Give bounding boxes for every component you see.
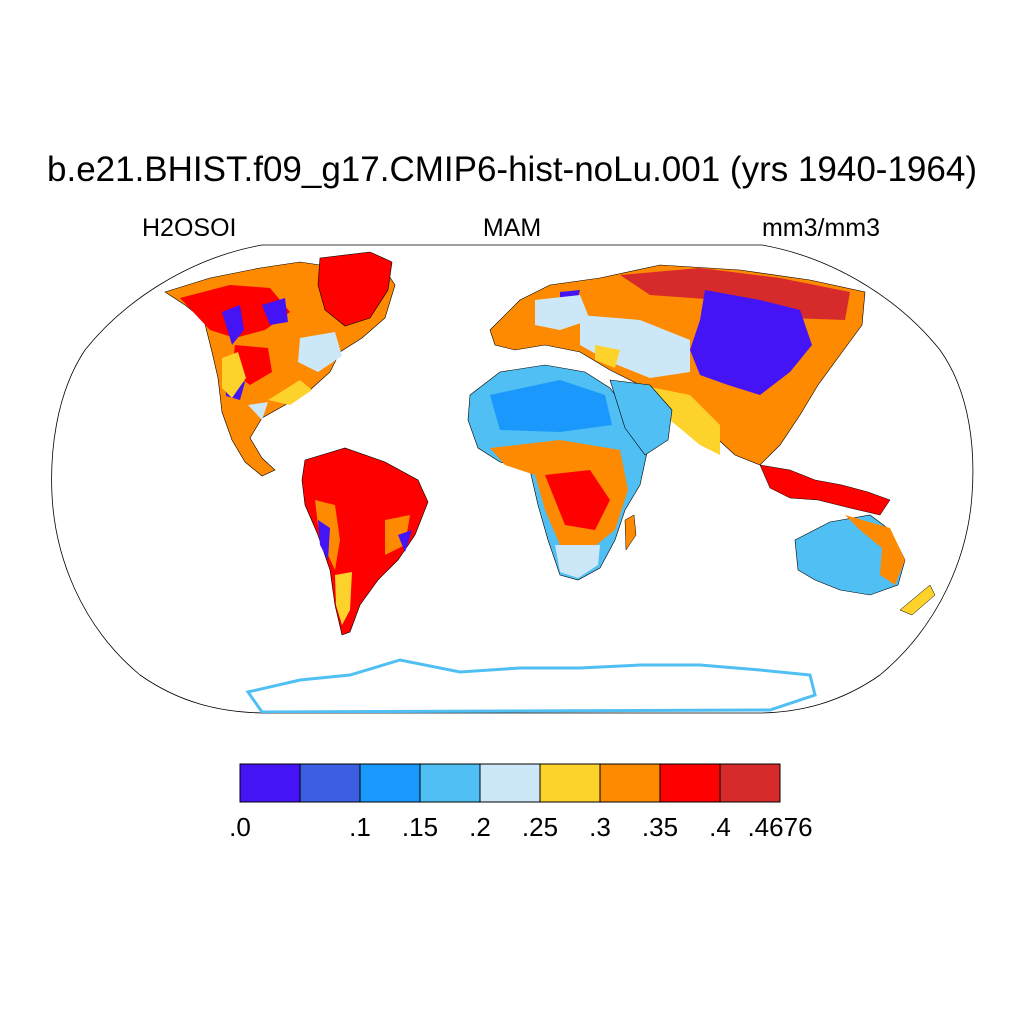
colorbar-swatch (719, 763, 781, 803)
colorbar-tick-label: .25 (521, 812, 559, 842)
colorbar-swatch (359, 763, 421, 803)
season-label: MAM (482, 214, 542, 242)
colorbar-tick-label: .35 (641, 812, 679, 842)
land-field (164, 251, 936, 713)
new-zealand (899, 584, 936, 616)
colorbar-swatch (659, 763, 721, 803)
central-asia-light (580, 315, 690, 378)
colorbar-tick-label: .4 (709, 812, 731, 842)
africa-south-light (555, 545, 600, 578)
antarctica (245, 658, 817, 713)
southeast-asia (759, 464, 891, 516)
colorbar-swatch (539, 763, 601, 803)
greenland (317, 251, 393, 327)
colorbar-tick-label: .15 (401, 812, 439, 842)
africa-red (545, 470, 610, 530)
colorbar-tick-label: .0 (229, 812, 251, 842)
australia-rim (845, 515, 905, 585)
south-america-orange (315, 500, 410, 570)
colorbar (239, 763, 781, 803)
south-america-purple (318, 520, 412, 560)
madagascar (624, 514, 637, 551)
variable-label: H2OSOI (142, 214, 237, 242)
colorbar-swatch (479, 763, 541, 803)
colorbar-tick-label: .1 (349, 812, 371, 842)
colorbar-swatch (599, 763, 661, 803)
middle-east (609, 379, 673, 456)
europe-light (535, 295, 590, 330)
sahara-blue (490, 380, 612, 432)
north-america-light (248, 332, 342, 420)
colorbar-swatch (299, 763, 361, 803)
south-america-yellow (335, 572, 352, 625)
asia-purple (560, 290, 812, 395)
north-america-purple (222, 298, 288, 400)
colorbar-tick-label: .4676 (747, 812, 813, 842)
siberia-red (620, 268, 850, 320)
south-america (301, 447, 429, 636)
north-america-yellow (222, 352, 312, 405)
colorbar-swatch (419, 763, 481, 803)
units-label: mm3/mm3 (761, 214, 880, 242)
colorbar-tick-label: .3 (589, 812, 611, 842)
colorbar-tick-label: .2 (469, 812, 491, 842)
colorbar-swatch (239, 763, 301, 803)
map-title: b.e21.BHIST.f09_g17.CMIP6-hist-noLu.001 … (47, 150, 977, 189)
